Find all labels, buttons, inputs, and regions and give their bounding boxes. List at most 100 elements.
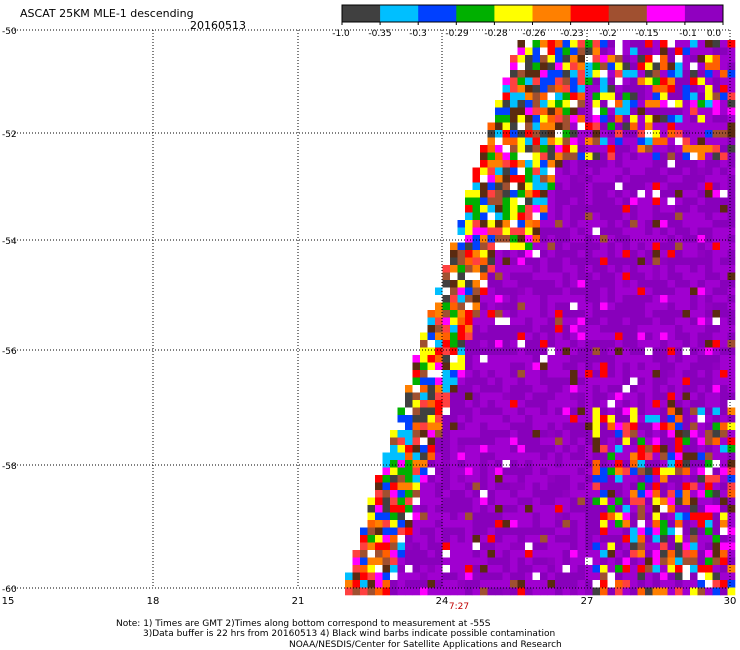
swath-cell bbox=[532, 280, 541, 288]
swath-cell bbox=[615, 107, 623, 116]
swath-cell bbox=[435, 550, 443, 558]
swath-cell bbox=[510, 445, 518, 453]
swath-cell bbox=[555, 272, 563, 281]
swath-cell bbox=[457, 430, 466, 438]
swath-cell bbox=[540, 385, 548, 393]
swath-cell bbox=[600, 295, 608, 303]
swath-cell bbox=[690, 235, 698, 243]
swath-cell bbox=[622, 565, 631, 573]
swath-cell bbox=[540, 122, 548, 131]
swath-cell bbox=[517, 385, 526, 393]
swath-cell bbox=[570, 520, 578, 528]
swath-cell bbox=[532, 152, 541, 161]
swath-cell bbox=[495, 190, 503, 198]
swath-cell bbox=[510, 550, 518, 558]
swath-cell bbox=[622, 535, 631, 543]
swath-cell bbox=[660, 167, 668, 176]
swath-cell bbox=[720, 332, 728, 341]
swath-cell bbox=[540, 47, 548, 56]
swath-cell bbox=[412, 527, 421, 536]
swath-cell bbox=[480, 400, 488, 408]
swath-cell bbox=[555, 482, 563, 491]
swath-cell bbox=[630, 212, 638, 221]
swath-cell bbox=[487, 580, 496, 588]
swath-cell bbox=[525, 175, 533, 183]
swath-cell bbox=[495, 475, 503, 483]
swath-cell bbox=[525, 152, 533, 161]
swath-cell bbox=[727, 482, 736, 491]
swath-cell bbox=[607, 302, 616, 311]
swath-cell bbox=[637, 407, 646, 416]
swath-cell bbox=[660, 452, 668, 461]
swath-cell bbox=[622, 580, 631, 588]
lon-label: 27 bbox=[581, 596, 594, 607]
swath-cell bbox=[682, 407, 691, 416]
swath-cell bbox=[465, 235, 473, 243]
swath-cell bbox=[622, 497, 631, 506]
swath-cell bbox=[660, 355, 668, 363]
swath-cell bbox=[367, 535, 376, 543]
swath-cell bbox=[465, 197, 473, 206]
swath-cell bbox=[495, 542, 503, 551]
swath-cell bbox=[495, 415, 503, 423]
swath-cell bbox=[660, 467, 668, 476]
swath-cell bbox=[682, 347, 691, 356]
swath-cell bbox=[525, 130, 533, 138]
swath-cell bbox=[667, 107, 676, 116]
swath-cell bbox=[697, 415, 706, 423]
swath-cell bbox=[495, 287, 503, 296]
swath-cell bbox=[682, 535, 691, 543]
swath-cell bbox=[540, 355, 548, 363]
swath-cell bbox=[720, 220, 728, 228]
swath-cell bbox=[517, 527, 526, 536]
swath-cell bbox=[465, 415, 473, 423]
swath-cell bbox=[480, 197, 488, 206]
swath-cell bbox=[682, 460, 691, 468]
swath-cell bbox=[510, 220, 518, 228]
swath-cell bbox=[690, 122, 698, 131]
swath-cell bbox=[667, 182, 676, 191]
swath-cell bbox=[442, 445, 451, 453]
swath-cell bbox=[660, 520, 668, 528]
swath-cell bbox=[630, 205, 638, 213]
swath-cell bbox=[645, 497, 653, 506]
swath-cell bbox=[472, 205, 481, 213]
swath-cell bbox=[510, 392, 518, 401]
swath-cell bbox=[660, 437, 668, 446]
swath-cell bbox=[555, 190, 563, 198]
swath-cell bbox=[667, 542, 676, 551]
swath-cell bbox=[630, 377, 638, 386]
swath-cell bbox=[427, 527, 436, 536]
swath-cell bbox=[682, 152, 691, 161]
swath-cell bbox=[457, 542, 466, 551]
swath-cell bbox=[660, 242, 668, 251]
swath-cell bbox=[562, 407, 571, 416]
swath-cell bbox=[652, 452, 661, 461]
swath-cell bbox=[562, 137, 571, 146]
swath-cell bbox=[472, 422, 481, 431]
swath-cell bbox=[540, 437, 548, 446]
swath-cell bbox=[487, 445, 496, 453]
swath-cell bbox=[427, 580, 436, 588]
swath-cell bbox=[427, 377, 436, 386]
swath-cell bbox=[540, 490, 548, 498]
swath-cell bbox=[465, 550, 473, 558]
lon-label: 24 bbox=[436, 596, 449, 607]
swath-cell bbox=[510, 190, 518, 198]
swath-cell bbox=[592, 475, 601, 483]
swath-cell bbox=[712, 370, 721, 378]
swath-cell bbox=[540, 235, 548, 243]
swath-cell bbox=[682, 55, 691, 63]
swath-cell bbox=[630, 535, 638, 543]
swath-cell bbox=[720, 355, 728, 363]
swath-cell bbox=[570, 415, 578, 423]
swath-cell bbox=[585, 205, 593, 213]
swath-cell bbox=[547, 452, 556, 461]
swath-cell bbox=[637, 535, 646, 543]
swath-cell bbox=[525, 85, 533, 93]
swath-cell bbox=[622, 370, 631, 378]
swath-cell bbox=[705, 137, 713, 146]
swath-cell bbox=[577, 512, 586, 521]
swath-cell bbox=[555, 505, 563, 513]
swath-cell bbox=[585, 212, 593, 221]
